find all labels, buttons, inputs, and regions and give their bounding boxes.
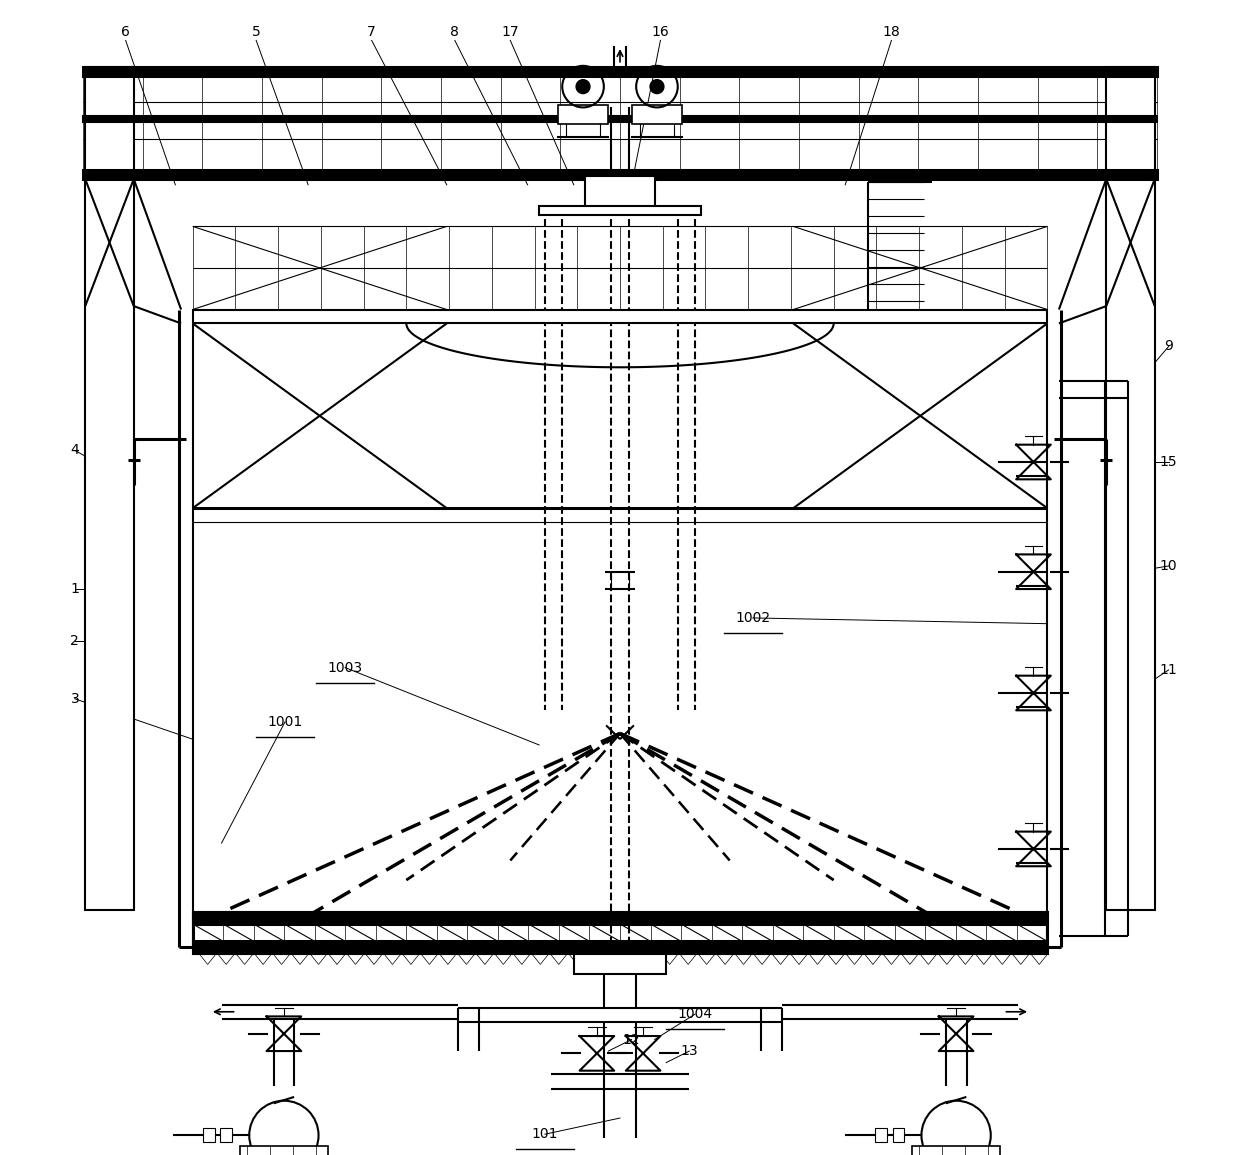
Bar xyxy=(192,912,1048,953)
Bar xyxy=(631,105,682,124)
Bar xyxy=(86,67,134,910)
Bar xyxy=(192,310,1048,323)
Text: 9: 9 xyxy=(1164,340,1173,353)
Text: 2: 2 xyxy=(71,634,79,648)
Text: 8: 8 xyxy=(450,25,459,39)
Bar xyxy=(1106,67,1154,910)
Text: 1001: 1001 xyxy=(268,715,303,729)
Text: 1: 1 xyxy=(71,582,79,596)
Text: 3: 3 xyxy=(71,692,79,706)
Bar xyxy=(913,1146,999,1155)
Bar xyxy=(241,1146,327,1155)
Bar xyxy=(83,67,1157,76)
Bar xyxy=(539,206,701,215)
Bar xyxy=(83,116,1157,122)
Text: 17: 17 xyxy=(501,25,520,39)
Text: 5: 5 xyxy=(252,25,260,39)
Bar xyxy=(558,105,609,124)
Text: 16: 16 xyxy=(651,25,670,39)
Bar xyxy=(83,170,1157,179)
Text: 1002: 1002 xyxy=(735,611,770,625)
Bar xyxy=(875,1128,887,1142)
Text: 10: 10 xyxy=(1159,559,1178,573)
Text: 13: 13 xyxy=(681,1044,698,1058)
Text: 6: 6 xyxy=(122,25,130,39)
Text: 11: 11 xyxy=(1159,663,1178,677)
Bar xyxy=(192,941,1048,953)
Text: 1003: 1003 xyxy=(327,661,362,675)
Bar xyxy=(585,176,655,208)
Text: 18: 18 xyxy=(883,25,900,39)
Text: 12: 12 xyxy=(622,1033,640,1046)
Text: 4: 4 xyxy=(71,444,79,457)
Circle shape xyxy=(650,80,663,94)
Bar xyxy=(203,1128,215,1142)
Bar xyxy=(192,912,1048,924)
Text: 101: 101 xyxy=(532,1127,558,1141)
Text: 15: 15 xyxy=(1159,455,1178,469)
Text: 1004: 1004 xyxy=(677,1007,713,1021)
Circle shape xyxy=(577,80,590,94)
Bar xyxy=(574,953,666,974)
Bar xyxy=(221,1128,232,1142)
Text: 7: 7 xyxy=(367,25,376,39)
Bar xyxy=(893,1128,904,1142)
